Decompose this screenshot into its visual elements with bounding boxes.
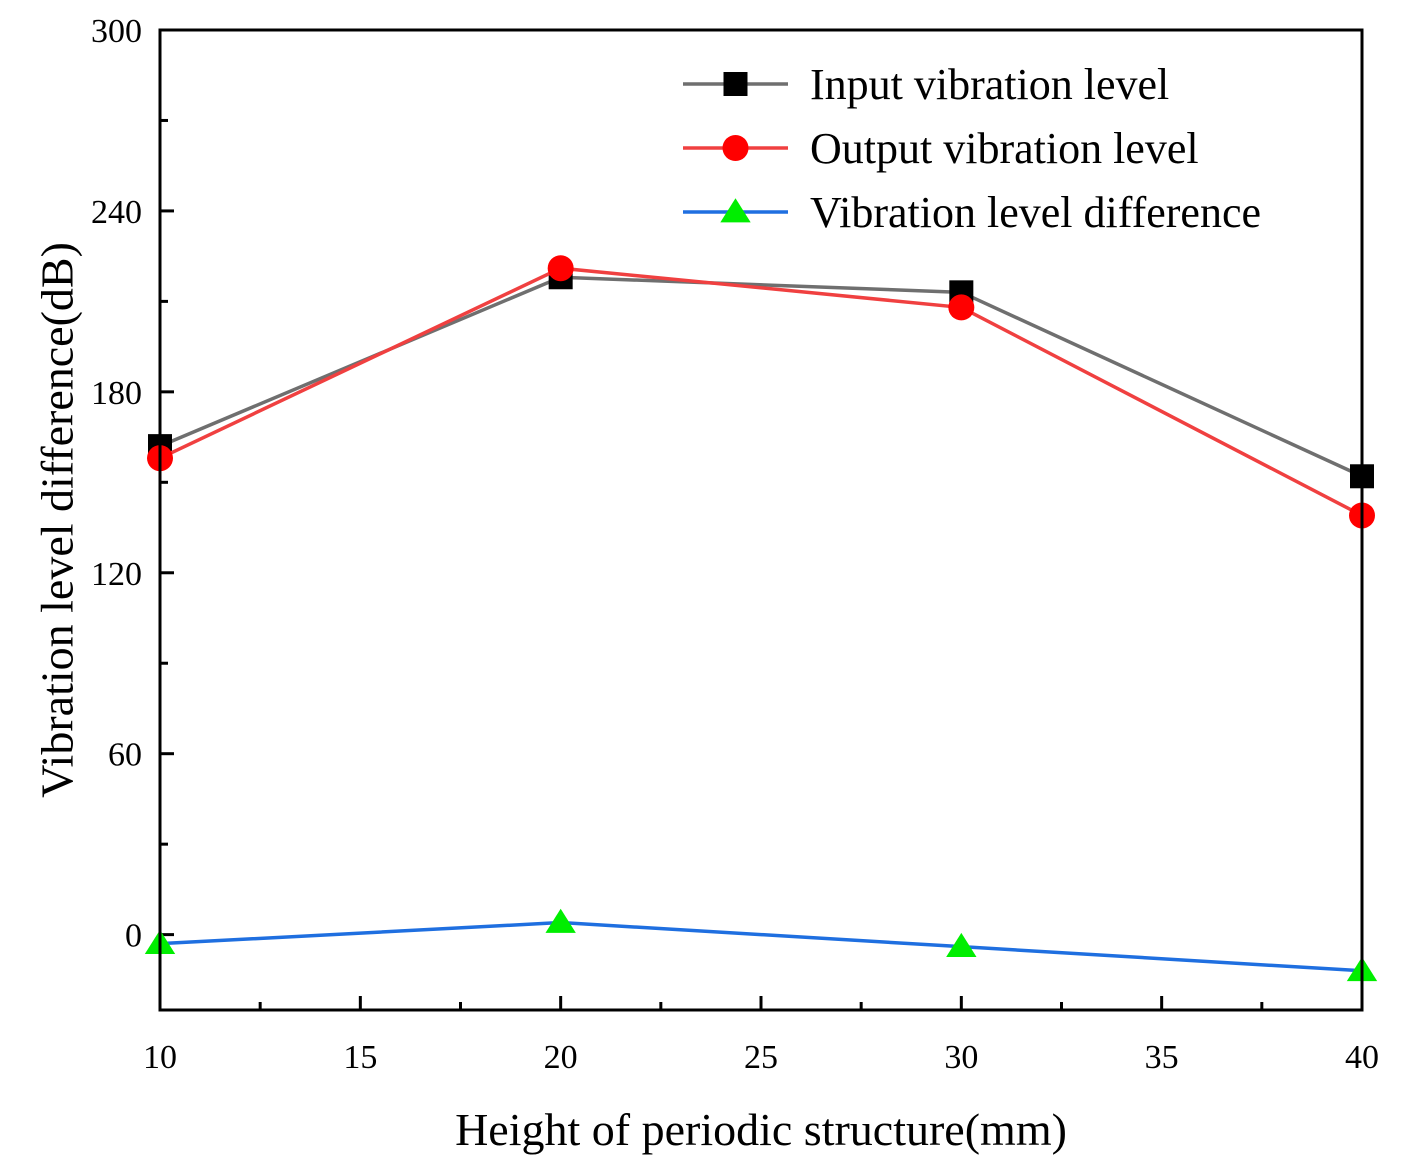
legend-entry-3: Vibration level difference (683, 188, 1261, 237)
series-line (159, 920, 1363, 973)
ticks-layer: 10 15 20 25 30 35 40 0 60 120 180 240 300 (91, 13, 1379, 1076)
legend-marker (722, 135, 749, 161)
series-layer (144, 255, 1378, 982)
data-point (946, 932, 977, 958)
x-tick-label: 20 (544, 1039, 578, 1076)
x-tick-label: 40 (1345, 1039, 1379, 1076)
series-2 (147, 255, 1375, 529)
legend-label: Input vibration level (810, 60, 1169, 109)
x-axis-title: Height of periodic structure(mm) (455, 1104, 1067, 1155)
x-tick-label: 25 (744, 1039, 778, 1076)
data-point (545, 908, 576, 933)
x-tick-label: 35 (1145, 1039, 1179, 1076)
y-tick-label: 240 (91, 194, 142, 231)
y-axis-title: Vibration level difference(dB) (32, 242, 83, 798)
legend-entry-1: Input vibration level (683, 60, 1169, 109)
series-line (159, 275, 1363, 478)
y-tick-label: 0 (125, 918, 142, 955)
legend-marker (723, 72, 748, 96)
legend: Input vibration level Output vibration le… (683, 60, 1261, 237)
data-point (547, 255, 574, 282)
y-tick-label: 120 (91, 556, 142, 593)
x-tick-label: 10 (143, 1039, 177, 1076)
x-tick-label: 30 (944, 1039, 978, 1076)
plot-area-frame (158, 28, 1364, 1012)
data-point (948, 294, 975, 321)
legend-marker (720, 198, 751, 223)
x-tick-label: 15 (343, 1039, 377, 1076)
legend-label: Vibration level difference (810, 188, 1261, 237)
y-tick-label: 60 (108, 737, 142, 774)
y-tick-label: 180 (91, 375, 142, 412)
legend-entry-2: Output vibration level (683, 124, 1199, 173)
legend-label: Output vibration level (810, 124, 1199, 173)
y-tick-label: 300 (91, 13, 142, 50)
series-3 (144, 908, 1378, 982)
series-line (159, 266, 1363, 518)
